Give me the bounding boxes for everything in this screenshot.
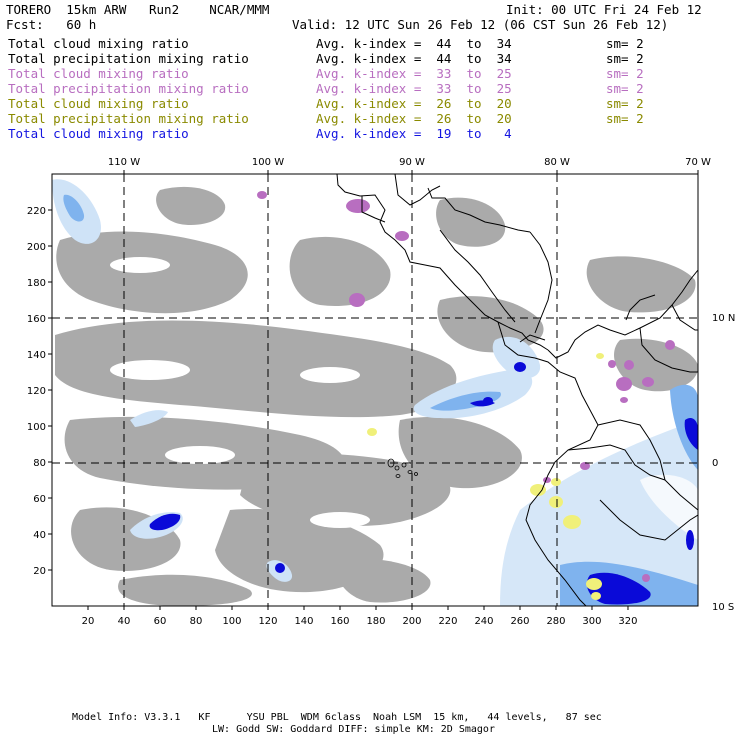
lon-label: 70 W: [685, 157, 711, 168]
yellow-patches: [367, 353, 604, 600]
lon-label: 110 W: [108, 157, 140, 168]
legend-kindex: Avg. k-index = 44 to 34: [316, 36, 512, 51]
x-tick-label: 160: [330, 616, 349, 627]
forecast-hour: Fcst: 60 h: [6, 17, 97, 32]
legend-row: Total precipitation mixing ratio Avg. k-i…: [8, 51, 732, 66]
y-tick-label: 60: [33, 494, 46, 505]
valid-time: Valid: 12 UTC Sun 26 Feb 12 (06 CST Sun …: [292, 17, 669, 32]
legend-kindex: Avg. k-index = 19 to 4: [316, 126, 512, 141]
x-tick-label: 200: [402, 616, 421, 627]
y-tick-label: 20: [33, 566, 46, 577]
legend-field: Total precipitation mixing ratio: [8, 51, 249, 66]
legend-row: Total cloud mixing ratio Avg. k-index = 2…: [8, 96, 732, 111]
legend-kindex: Avg. k-index = 33 to 25: [316, 81, 512, 96]
lat-lon-grid: [52, 174, 698, 606]
blue-cloud-features: [52, 179, 698, 606]
lat-label: 10 N: [712, 313, 735, 324]
legend-smoothing: sm= 2: [606, 111, 644, 126]
x-tick-label: 180: [366, 616, 385, 627]
legend-kindex: Avg. k-index = 26 to 20: [316, 111, 512, 126]
lon-ticks: [123, 170, 699, 174]
y-tick-label: 140: [27, 350, 46, 361]
lon-label: 90 W: [399, 157, 425, 168]
legend-field: Total cloud mixing ratio: [8, 96, 189, 111]
legend-smoothing: sm= 2: [606, 81, 644, 96]
x-tick-label: 100: [222, 616, 241, 627]
x-tick-label: 320: [618, 616, 637, 627]
init-time: Init: 00 UTC Fri 24 Feb 12: [506, 2, 702, 17]
legend-smoothing: sm= 2: [606, 51, 644, 66]
legend-kindex: Avg. k-index = 26 to 20: [316, 96, 512, 111]
purple-patches: [257, 191, 675, 582]
lat-label: 0: [712, 458, 718, 469]
legend-kindex: Avg. k-index = 33 to 25: [316, 66, 512, 81]
x-tick-label: 120: [258, 616, 277, 627]
legend-field: Total cloud mixing ratio: [8, 66, 189, 81]
lon-label: 80 W: [544, 157, 570, 168]
legend-field: Total cloud mixing ratio: [8, 36, 189, 51]
x-tick-label: 140: [294, 616, 313, 627]
legend-smoothing: sm= 2: [606, 96, 644, 111]
footer-model-info: Model Info: V3.3.1 KF YSU PBL WDM 6class…: [72, 712, 602, 723]
y-tick-label: 120: [27, 386, 46, 397]
legend-field: Total precipitation mixing ratio: [8, 111, 249, 126]
y-tick-label: 80: [33, 458, 46, 469]
x-tick-label: 240: [474, 616, 493, 627]
y-tick-label: 220: [27, 206, 46, 217]
lon-label: 100 W: [252, 157, 284, 168]
y-tick-label: 200: [27, 242, 46, 253]
footer-physics: LW: Godd SW: Goddard DIFF: simple KM: 2D…: [212, 724, 495, 735]
x-tick-label: 80: [190, 616, 203, 627]
legend-row: Total cloud mixing ratio Avg. k-index = 3…: [8, 66, 732, 81]
x-tick-label: 280: [546, 616, 565, 627]
lat-label: 10 S: [712, 602, 734, 613]
legend-row: Total precipitation mixing ratio Avg. k-i…: [8, 111, 732, 126]
x-tick-label: 260: [510, 616, 529, 627]
y-tick-label: 40: [33, 530, 46, 541]
x-tick-label: 300: [582, 616, 601, 627]
legend-field: Total cloud mixing ratio: [8, 126, 189, 141]
y-tick-label: 180: [27, 278, 46, 289]
y-tick-label: 160: [27, 314, 46, 325]
legend-field: Total precipitation mixing ratio: [8, 81, 249, 96]
x-tick-label: 220: [438, 616, 457, 627]
model-title: TORERO 15km ARW Run2 NCAR/MMM: [6, 2, 270, 17]
legend-kindex: Avg. k-index = 44 to 34: [316, 51, 512, 66]
legend-smoothing: sm= 2: [606, 36, 644, 51]
legend-row: Total cloud mixing ratio Avg. k-index = 4…: [8, 36, 732, 51]
x-tick-label: 60: [154, 616, 167, 627]
y-tick-label: 100: [27, 422, 46, 433]
x-tick-label: 40: [118, 616, 131, 627]
x-tick-label: 20: [82, 616, 95, 627]
legend-row: Total precipitation mixing ratio Avg. k-i…: [8, 81, 732, 96]
coastlines: [336, 174, 698, 606]
legend-row: Total cloud mixing ratio Avg. k-index = 1…: [8, 126, 732, 141]
clear-gaps: [110, 257, 370, 528]
legend-smoothing: sm= 2: [606, 66, 644, 81]
